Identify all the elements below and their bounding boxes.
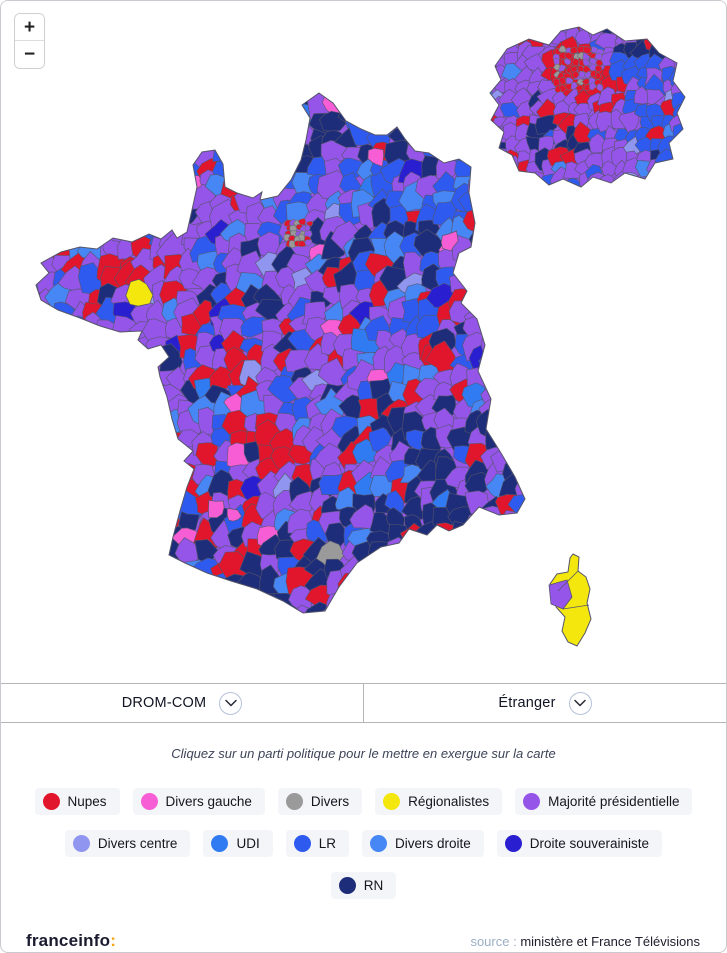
party-label: Divers droite: [394, 836, 471, 851]
legend-chip-divers[interactable]: Divers: [277, 788, 363, 815]
legend-chip-row: RN: [13, 872, 714, 899]
footer: franceinfo: source : ministère et France…: [1, 918, 726, 952]
legend-chip-udi[interactable]: UDI: [203, 830, 273, 857]
chevron-down-icon: [219, 691, 243, 715]
france-constituencies-map[interactable]: [1, 1, 727, 683]
legend-chip-rn[interactable]: RN: [330, 872, 397, 899]
zoom-controls: + −: [14, 13, 45, 69]
zoom-in-button[interactable]: +: [15, 14, 44, 41]
source-label: source :: [470, 933, 517, 949]
party-label: UDI: [236, 836, 260, 851]
source-credit: source : ministère et France Télévisions: [470, 934, 700, 949]
legend-chip-lr[interactable]: LR: [285, 830, 349, 857]
dromcom-selector-label: DROM-COM: [121, 695, 207, 711]
legend-chip-divers-droite[interactable]: Divers droite: [361, 830, 484, 857]
party-color-dot: [293, 835, 311, 852]
legend-chip-row: Divers centre UDI LR Divers droite Droite so…: [13, 830, 714, 857]
legend-chip-droite-souverainiste[interactable]: Droite souverainiste: [496, 830, 663, 857]
etranger-selector[interactable]: Étranger: [363, 684, 726, 722]
party-label: Divers centre: [97, 836, 178, 851]
party-label: Régionalistes: [408, 794, 490, 809]
etranger-selector-label: Étranger: [498, 695, 556, 711]
chevron-down-icon: [568, 691, 592, 715]
legend-chips: Nupes Divers gauche Divers Régionalistes Maj…: [13, 788, 714, 899]
party-label: RN: [363, 878, 384, 893]
legend-chip-divers-gauche[interactable]: Divers gauche: [132, 788, 265, 815]
zoom-out-button[interactable]: −: [15, 41, 44, 68]
franceinfo-logo: franceinfo:: [26, 931, 116, 951]
source-value: ministère et France Télévisions: [520, 933, 700, 949]
party-color-dot: [383, 793, 401, 810]
legend-chip-majorite-presidentielle[interactable]: Majorité présidentielle: [515, 788, 693, 815]
party-label: Majorité présidentielle: [548, 794, 680, 809]
party-label: Droite souverainiste: [529, 836, 650, 851]
legend-panel: Cliquez sur un parti politique pour le m…: [1, 723, 726, 918]
party-color-dot: [369, 835, 387, 852]
legend-chip-divers-centre[interactable]: Divers centre: [64, 830, 191, 857]
party-label: Nupes: [67, 794, 107, 809]
party-color-dot: [72, 835, 90, 852]
territory-selector-row: DROM-COM Étranger: [1, 683, 726, 723]
brand-colon: :: [110, 931, 117, 950]
party-color-dot: [523, 793, 541, 810]
party-color-dot: [285, 793, 303, 810]
party-label: LR: [318, 836, 336, 851]
party-color-dot: [211, 835, 229, 852]
legend-chip-row: Nupes Divers gauche Divers Régionalistes Maj…: [13, 788, 714, 815]
party-color-dot: [504, 835, 522, 852]
legend-chip-regionalistes[interactable]: Régionalistes: [375, 788, 503, 815]
legend-instruction: Cliquez sur un parti politique pour le m…: [171, 746, 556, 761]
brand-text: franceinfo: [26, 931, 111, 950]
party-label: Divers gauche: [165, 794, 252, 809]
party-color-dot: [338, 877, 356, 894]
map-area: + −: [1, 1, 727, 683]
legend-chip-nupes[interactable]: Nupes: [34, 788, 120, 815]
party-color-dot: [42, 793, 60, 810]
party-label: Divers: [310, 794, 350, 809]
party-color-dot: [140, 793, 158, 810]
dromcom-selector[interactable]: DROM-COM: [1, 684, 363, 722]
